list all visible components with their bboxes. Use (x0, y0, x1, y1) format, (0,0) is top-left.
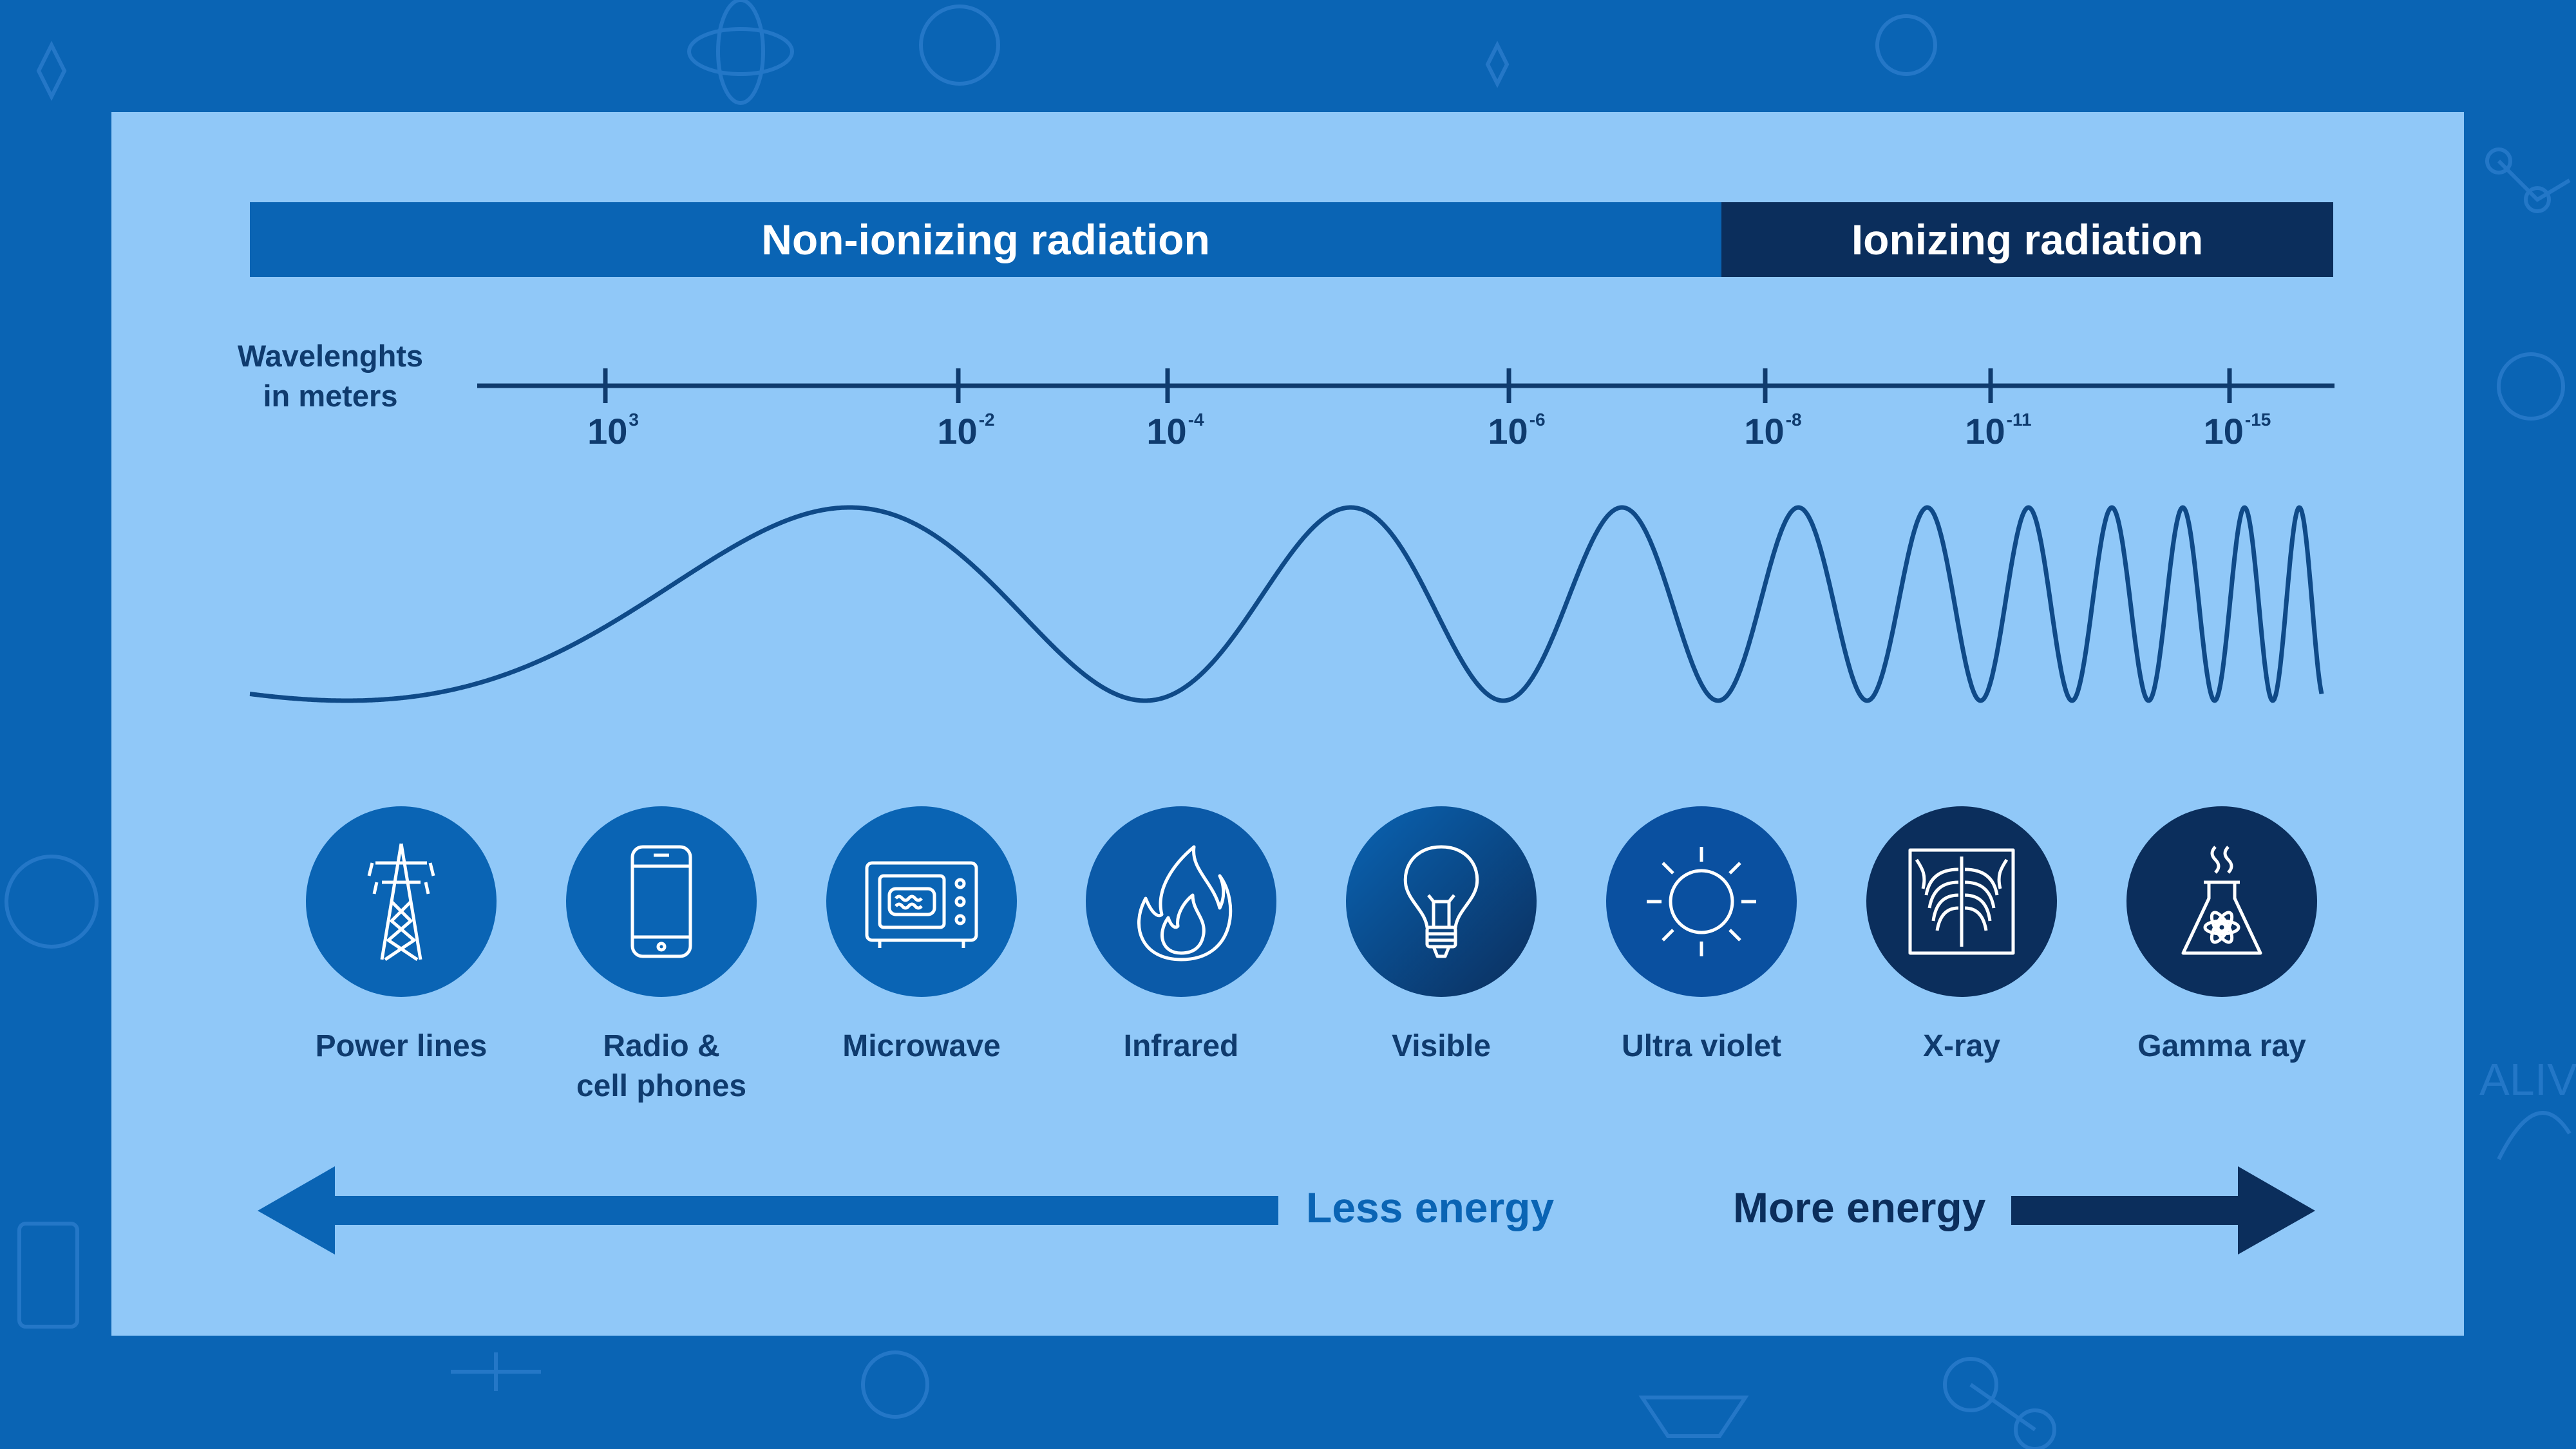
non-ionizing-header: Non-ionizing radiation (250, 202, 1721, 277)
tick-label: 10-15 (2173, 410, 2302, 452)
svg-text:ALIV: ALIV (2479, 1054, 2576, 1104)
label-ultraviolet: Ultra violet (1586, 1027, 1817, 1066)
light-bulb-icon (1403, 845, 1479, 958)
power-tower-icon (367, 843, 435, 961)
radio-phones-circle (566, 806, 757, 997)
label-gamma: Gamma ray (2106, 1027, 2338, 1066)
xray-circle (1866, 806, 2057, 997)
label-line1: Power lines (315, 1029, 488, 1063)
label-line1: Radio & (603, 1029, 720, 1063)
phone-icon (630, 845, 692, 958)
less-energy-arrow (258, 1166, 1278, 1255)
visible-circle (1346, 806, 1537, 997)
tick-base: 10 (1965, 411, 2005, 451)
scale-ticks (603, 368, 2232, 403)
label-radio-phones: Radio & cell phones (545, 1027, 777, 1106)
label-line1: Ultra violet (1621, 1029, 1782, 1063)
more-energy-arrow (2011, 1166, 2315, 1255)
label-line1: Visible (1392, 1029, 1491, 1063)
label-line1: X-ray (1922, 1029, 2001, 1063)
tick-label: 10-11 (1934, 410, 2063, 452)
electromagnetic-wave (248, 505, 2324, 703)
tick-base: 10 (587, 411, 628, 451)
ultraviolet-circle (1606, 806, 1797, 997)
sun-icon (1647, 847, 1756, 956)
microwave-icon (865, 861, 978, 948)
label-microwave: Microwave (806, 1027, 1037, 1066)
label-line1: Infrared (1123, 1029, 1239, 1063)
tick-base: 10 (2203, 411, 2244, 451)
tick-base: 10 (1488, 411, 1528, 451)
xray-ribcage-icon (1908, 848, 2015, 955)
tick-exponent: -6 (1529, 410, 1546, 430)
power-lines-circle (306, 806, 497, 997)
ionizing-header: Ionizing radiation (1721, 202, 2333, 277)
tick-label: 10-6 (1452, 410, 1581, 452)
label-line2: cell phones (576, 1069, 747, 1103)
wavelength-label-line2: in meters (263, 379, 398, 413)
label-infrared: Infrared (1065, 1027, 1297, 1066)
tick-base: 10 (1146, 411, 1187, 451)
more-energy-label: More energy (1733, 1184, 1986, 1231)
infrared-circle (1086, 806, 1276, 997)
less-energy-label: Less energy (1306, 1184, 1555, 1231)
tick-exponent: 3 (629, 410, 639, 430)
tick-base: 10 (937, 411, 978, 451)
wave-and-scale (248, 368, 2334, 1255)
tick-base: 10 (1744, 411, 1785, 451)
tick-exponent: -2 (978, 410, 995, 430)
wavelength-label-line1: Wavelenghts (237, 339, 424, 373)
label-xray: X-ray (1846, 1027, 2078, 1066)
spectrum-panel: Non-ionizing radiation Ionizing radiatio… (111, 112, 2464, 1336)
label-power-lines: Power lines (285, 1027, 517, 1066)
microwave-circle (826, 806, 1017, 997)
label-line1: Microwave (842, 1029, 1001, 1063)
tick-exponent: -15 (2244, 410, 2271, 430)
tick-exponent: -8 (1785, 410, 1802, 430)
tick-exponent: -4 (1188, 410, 1204, 430)
tick-label: 10-4 (1111, 410, 1240, 452)
tick-label: 103 (549, 410, 677, 452)
label-visible: Visible (1325, 1027, 1557, 1066)
flame-icon (1137, 845, 1233, 961)
non-ionizing-label: Non-ionizing radiation (761, 216, 1210, 263)
ionizing-label: Ionizing radiation (1851, 216, 2204, 263)
tick-exponent: -11 (2006, 410, 2032, 430)
label-line1: Gamma ray (2137, 1029, 2306, 1063)
tick-label: 10-8 (1709, 410, 1837, 452)
tick-label: 10-2 (902, 410, 1030, 452)
gamma-circle (2126, 806, 2317, 997)
radioactive-flask-icon (2181, 846, 2262, 955)
wavelength-axis-label: Wavelenghts in meters (234, 336, 427, 416)
